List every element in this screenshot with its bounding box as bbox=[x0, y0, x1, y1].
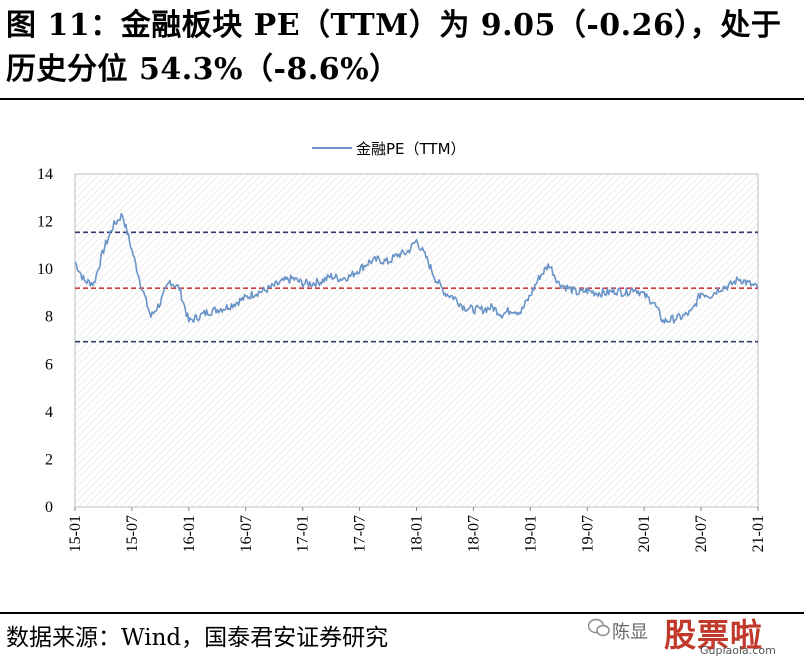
x-tick-label: 17-07 bbox=[352, 515, 369, 552]
source-note: 数据来源：Wind，国泰君安证券研究 bbox=[6, 625, 389, 651]
x-tick-label: 15-01 bbox=[67, 515, 84, 552]
watermark: 陈显 股票啦 Gupiaola.com bbox=[588, 606, 798, 660]
x-tick-label: 18-01 bbox=[409, 515, 426, 552]
y-tick-label: 2 bbox=[45, 451, 53, 468]
y-tick-label: 4 bbox=[45, 404, 53, 421]
wechat-icon bbox=[588, 618, 610, 637]
watermark-name: 陈显 bbox=[612, 622, 648, 643]
legend: 金融PE（TTM） bbox=[312, 140, 466, 158]
bottom-rule bbox=[0, 612, 804, 614]
y-tick-label: 14 bbox=[37, 166, 53, 183]
legend-label: 金融PE（TTM） bbox=[356, 140, 466, 158]
x-tick-label: 16-01 bbox=[181, 515, 198, 552]
chart-title: 图 11：金融板块 PE（TTM）为 9.05（-0.26），处于历史分位 54… bbox=[6, 8, 782, 87]
y-tick-label: 0 bbox=[45, 499, 53, 516]
y-tick-label: 8 bbox=[45, 309, 53, 326]
x-tick-label: 17-01 bbox=[295, 515, 312, 552]
x-tick-label: 20-01 bbox=[636, 515, 653, 552]
x-tick-label: 15-07 bbox=[124, 515, 141, 552]
x-tick-label: 19-01 bbox=[522, 515, 539, 552]
x-tick-label: 21-01 bbox=[750, 515, 767, 552]
watermark-url: Gupiaola.com bbox=[700, 644, 776, 657]
x-tick-label: 19-07 bbox=[579, 515, 596, 552]
x-tick-label: 16-07 bbox=[238, 515, 255, 552]
pe-chart: 金融PE（TTM） 0 2 4 6 8 10 12 14 15-01 15-07 16-01 16-… bbox=[37, 140, 767, 552]
watermark-logo: 股票啦 bbox=[664, 616, 764, 654]
x-tick-label: 20-07 bbox=[693, 515, 710, 552]
y-tick-label: 6 bbox=[45, 356, 53, 373]
y-tick-label: 12 bbox=[37, 214, 53, 231]
plot-area bbox=[74, 173, 759, 508]
top-rule bbox=[0, 98, 804, 100]
y-tick-label: 10 bbox=[37, 261, 53, 278]
x-tick-label: 18-07 bbox=[465, 515, 482, 552]
pe-series-line bbox=[74, 212, 759, 324]
